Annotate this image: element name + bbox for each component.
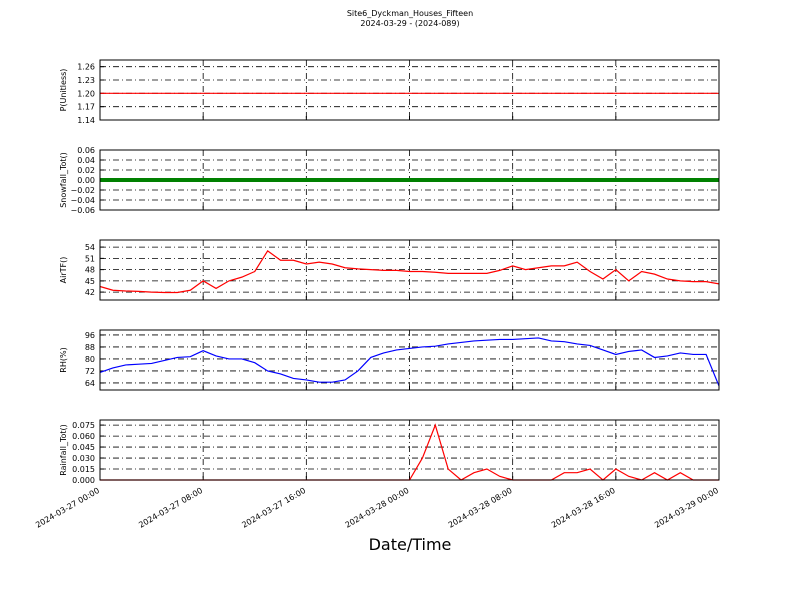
y-axis-label: AirTF() <box>59 257 68 284</box>
y-tick-label: 0.045 <box>72 443 95 452</box>
y-tick-label: 0.04 <box>77 156 95 165</box>
plot-frame <box>99 329 720 391</box>
y-tick-label: 96 <box>85 331 95 340</box>
y-tick-label: 42 <box>85 288 95 297</box>
y-tick-label: 0.030 <box>72 454 95 463</box>
plot-frame <box>99 239 720 301</box>
y-tick-label: 48 <box>85 266 95 275</box>
y-axis-label: Snowfall_Tot() <box>59 152 68 208</box>
y-tick-label: 54 <box>85 243 95 252</box>
y-axis-label: RH(%) <box>59 347 68 372</box>
y-tick-label: 0.02 <box>77 166 95 175</box>
y-tick-label: 51 <box>85 254 95 263</box>
plot-frame <box>99 149 720 211</box>
y-tick-label: 1.23 <box>77 76 95 85</box>
y-tick-label: 88 <box>85 343 95 352</box>
y-tick-label: 1.26 <box>77 63 95 72</box>
data-line <box>99 337 720 387</box>
y-tick-label: 1.20 <box>77 89 95 98</box>
y-tick-label: 0.015 <box>72 465 95 474</box>
plot-frame <box>99 59 720 121</box>
y-tick-label: 1.14 <box>77 116 95 125</box>
y-tick-label: 0.06 <box>77 146 95 155</box>
y-tick-label: 72 <box>85 367 95 376</box>
y-axis-label: P(Unitless) <box>59 69 68 112</box>
y-tick-label: −0.06 <box>70 206 95 215</box>
y-tick-label: 0.075 <box>72 421 95 430</box>
x-axis-label: Date/Time <box>369 535 452 554</box>
y-tick-label: −0.02 <box>70 186 95 195</box>
y-tick-label: 80 <box>85 355 95 364</box>
plot-frame <box>99 419 720 481</box>
y-tick-label: 0.000 <box>72 476 95 485</box>
y-tick-label: 0.00 <box>77 176 95 185</box>
chart-title: Site6_Dyckman_Houses_Fifteen <box>347 9 473 18</box>
y-tick-label: 0.060 <box>72 432 95 441</box>
y-tick-label: 64 <box>85 379 95 388</box>
data-line <box>99 250 720 294</box>
y-axis-label: Rainfall_Tot() <box>59 424 68 476</box>
chart-subtitle: 2024-03-29 - (2024-089) <box>360 19 459 28</box>
y-tick-label: −0.04 <box>70 196 95 205</box>
y-tick-label: 1.17 <box>77 103 95 112</box>
y-tick-label: 45 <box>85 277 95 286</box>
